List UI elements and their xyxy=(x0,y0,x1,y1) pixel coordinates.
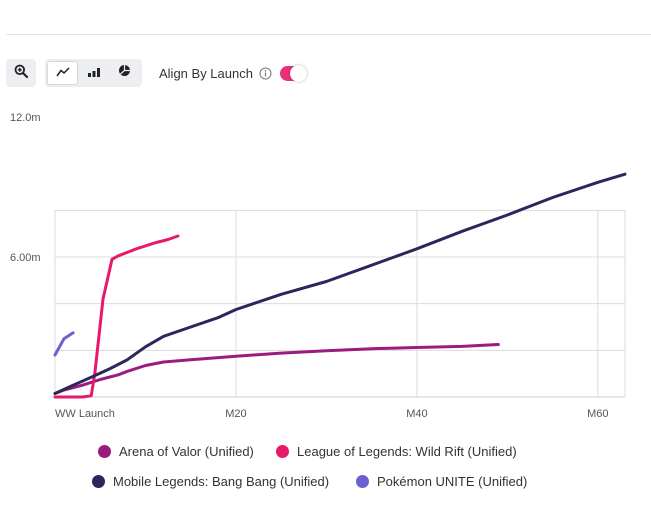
legend-swatch xyxy=(276,445,289,458)
line-chart-button[interactable] xyxy=(47,61,78,85)
legend-item-arena-of-valor[interactable]: Arena of Valor (Unified) xyxy=(98,444,254,459)
align-by-launch-toggle[interactable] xyxy=(279,64,307,82)
legend-label: Mobile Legends: Bang Bang (Unified) xyxy=(113,474,330,489)
legend-label: Arena of Valor (Unified) xyxy=(119,444,254,459)
legend-swatch xyxy=(356,475,369,488)
legend-item-pokemon-unite[interactable]: Pokémon UNITE (Unified) xyxy=(356,474,527,489)
bar-chart-button[interactable] xyxy=(78,61,109,85)
x-tick-label: M40 xyxy=(406,408,427,420)
series-line xyxy=(53,331,75,357)
legend-item-league-of-legends-wild-rift[interactable]: League of Legends: Wild Rift (Unified) xyxy=(276,444,517,459)
pie-chart-icon xyxy=(118,64,131,82)
legend-label: Pokémon UNITE (Unified) xyxy=(377,474,528,489)
series-line xyxy=(53,234,180,399)
legend-swatch xyxy=(98,445,111,458)
line-chart: 12.0m 6.00m WW Launch M20 M40 M60 xyxy=(10,112,627,420)
y-tick-label: 12.0m xyxy=(10,112,41,124)
legend-swatch xyxy=(92,475,105,488)
series-line xyxy=(53,343,500,395)
info-icon[interactable] xyxy=(259,67,272,80)
line-chart-icon xyxy=(55,64,70,82)
header-divider xyxy=(6,34,651,35)
bar-chart-icon xyxy=(87,64,101,82)
x-tick-label: WW Launch xyxy=(55,408,115,420)
align-by-launch-label: Align By Launch xyxy=(159,65,253,81)
zoom-in-icon xyxy=(14,64,29,83)
legend-label: League of Legends: Wild Rift (Unified) xyxy=(297,444,517,459)
chart-type-switcher xyxy=(45,59,142,87)
x-tick-label: M60 xyxy=(587,408,608,420)
y-tick-label: 6.00m xyxy=(10,252,41,264)
toggle-knob xyxy=(289,64,307,82)
pie-chart-button[interactable] xyxy=(109,61,140,85)
zoom-button[interactable] xyxy=(6,59,36,87)
chart-toolbar: Align By Launch xyxy=(6,59,307,87)
x-tick-label: M20 xyxy=(225,408,246,420)
legend-item-mobile-legends[interactable]: Mobile Legends: Bang Bang (Unified) xyxy=(92,474,329,489)
series-line xyxy=(53,172,627,395)
